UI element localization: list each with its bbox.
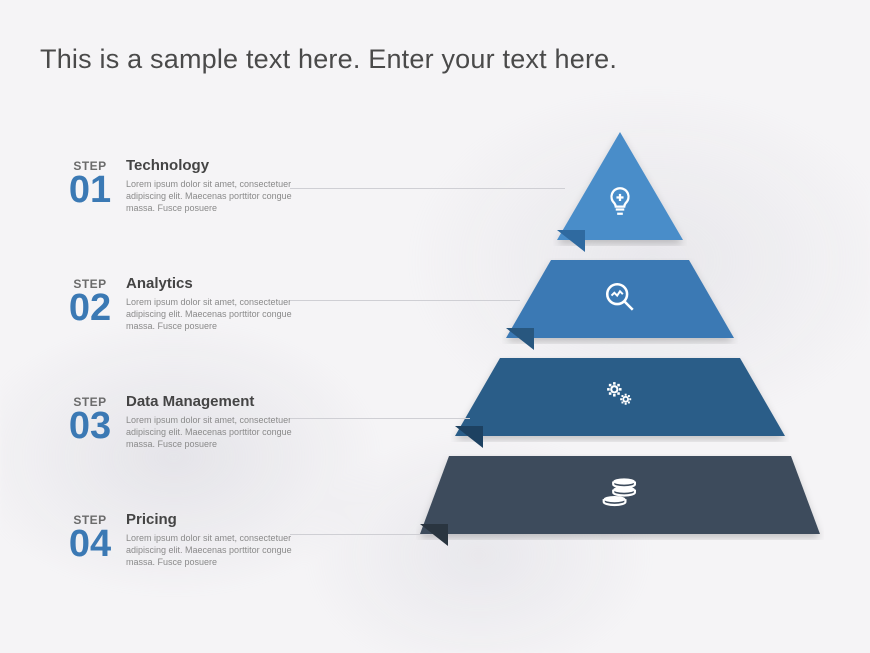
pyramid-fold-1 — [557, 230, 585, 252]
step-heading: Pricing — [126, 511, 320, 528]
step-number-column: STEP 04 — [60, 509, 120, 627]
magnify-icon — [603, 280, 637, 314]
step-number-column: STEP 03 — [60, 391, 120, 509]
pyramid-fold-2 — [506, 328, 534, 350]
connector-1 — [290, 188, 565, 189]
step-heading: Technology — [126, 157, 320, 174]
step-4: STEP 04 Pricing Lorem ipsum dolor sit am… — [60, 509, 320, 627]
pyramid-fold-3 — [455, 426, 483, 448]
step-heading: Analytics — [126, 275, 320, 292]
step-number: 03 — [69, 407, 111, 445]
step-body: Analytics Lorem ipsum dolor sit amet, co… — [120, 273, 320, 391]
step-3: STEP 03 Data Management Lorem ipsum dolo… — [60, 391, 320, 509]
connector-4 — [290, 534, 430, 535]
step-description: Lorem ipsum dolor sit amet, consectetuer… — [126, 296, 296, 332]
step-description: Lorem ipsum dolor sit amet, consectetuer… — [126, 178, 296, 214]
pyramid — [420, 130, 820, 610]
pyramid-tier-4 — [416, 454, 824, 540]
step-number-column: STEP 02 — [60, 273, 120, 391]
page-title: This is a sample text here. Enter your t… — [40, 44, 617, 75]
step-number: 02 — [69, 289, 111, 327]
pyramid-fold-4 — [420, 524, 448, 546]
step-body: Pricing Lorem ipsum dolor sit amet, cons… — [120, 509, 320, 627]
step-description: Lorem ipsum dolor sit amet, consectetuer… — [126, 414, 296, 450]
steps-column: STEP 01 Technology Lorem ipsum dolor sit… — [60, 155, 320, 627]
step-number-column: STEP 01 — [60, 155, 120, 273]
coins-icon — [601, 474, 639, 508]
step-2: STEP 02 Analytics Lorem ipsum dolor sit … — [60, 273, 320, 391]
connector-3 — [290, 418, 470, 419]
bulb-icon — [603, 184, 637, 218]
connector-2 — [290, 300, 520, 301]
step-number: 01 — [69, 171, 111, 209]
step-1: STEP 01 Technology Lorem ipsum dolor sit… — [60, 155, 320, 273]
step-heading: Data Management — [126, 393, 320, 410]
gears-icon — [603, 378, 637, 412]
step-body: Technology Lorem ipsum dolor sit amet, c… — [120, 155, 320, 273]
step-body: Data Management Lorem ipsum dolor sit am… — [120, 391, 320, 509]
step-number: 04 — [69, 525, 111, 563]
pyramid-tier-3 — [451, 356, 789, 442]
step-description: Lorem ipsum dolor sit amet, consectetuer… — [126, 532, 296, 568]
pyramid-tier-1 — [553, 130, 687, 246]
pyramid-tier-2 — [502, 258, 738, 344]
